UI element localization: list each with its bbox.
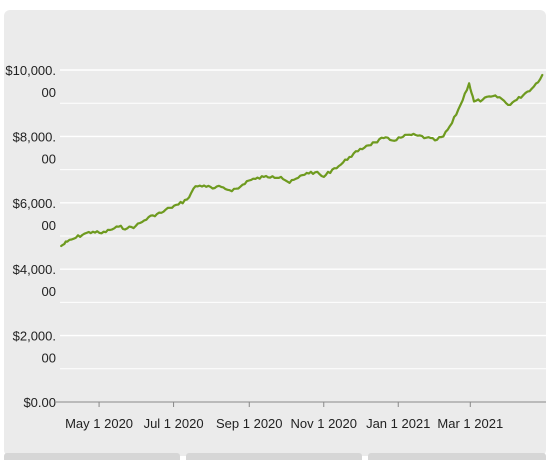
y-tick-label-line: 00 — [42, 284, 56, 299]
y-tick-label-line: $8,000. — [13, 129, 56, 144]
y-tick-label: $10,000. 00 — [5, 63, 56, 100]
x-tick-label: Nov 1 2020 — [291, 416, 358, 431]
y-tick-label-line: $4,000. — [13, 262, 56, 277]
grid-lines — [60, 69, 546, 370]
y-tick-label: $2,000. 00 — [13, 329, 56, 366]
x-tick-label: Sep 1 2020 — [216, 416, 283, 431]
y-tick-label-line: 00 — [42, 151, 56, 166]
y-tick-label-line: $10,000. — [5, 63, 56, 78]
y-tick-label-line: 00 — [42, 351, 56, 366]
x-axis-ticks: May 1 2020 Jul 1 2020 Sep 1 2020 Nov 1 2020… — [65, 402, 503, 431]
y-tick-label: $0.00 — [23, 395, 56, 410]
y-tick-label-line: $2,000. — [13, 329, 56, 344]
bottom-tab-right[interactable] — [368, 453, 546, 460]
y-tick-label: $8,000. 00 — [13, 129, 56, 166]
y-tick-label: $4,000. 00 — [13, 262, 56, 299]
y-tick-label: $6,000. 00 — [13, 196, 56, 233]
y-tick-label-line: $6,000. — [13, 196, 56, 211]
x-tick-label: Jul 1 2020 — [144, 416, 204, 431]
series-line — [60, 73, 544, 248]
x-tick-label: May 1 2020 — [65, 416, 133, 431]
y-tick-label-line: 00 — [42, 218, 56, 233]
bottom-tab-left[interactable] — [4, 453, 180, 460]
x-tick-label: Jan 1 2021 — [366, 416, 430, 431]
y-tick-label-line: 00 — [42, 85, 56, 100]
x-tick-label: Mar 1 2021 — [437, 416, 503, 431]
bottom-tab-middle[interactable] — [186, 453, 362, 460]
y-axis-ticks: $0.00 $2,000. 00 $4,000. 00 $6,000. 00 $8,000. 0… — [5, 63, 60, 410]
y-tick-label-line: $0.00 — [23, 395, 56, 410]
